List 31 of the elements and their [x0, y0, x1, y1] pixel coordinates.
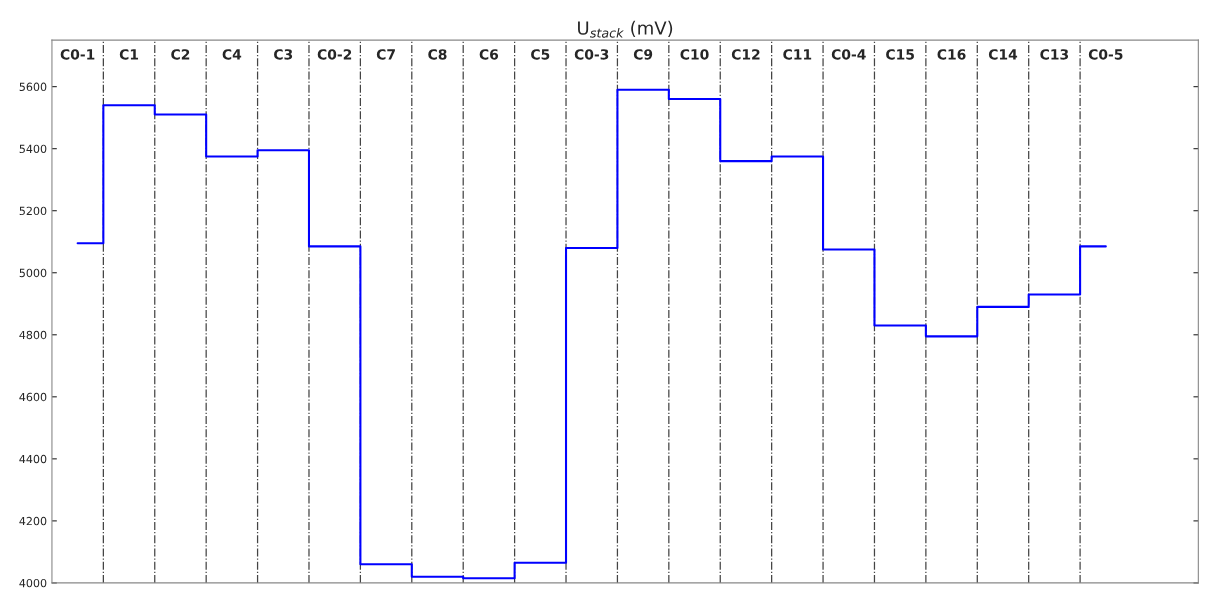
y-tick-label: 4800: [19, 330, 47, 340]
x-tick-label: C15: [886, 49, 914, 60]
x-tick-label: C4: [222, 49, 242, 60]
y-tick-label: 4000: [19, 578, 47, 588]
x-tick-label: C0-3: [574, 49, 609, 60]
x-tick-label: C11: [783, 49, 812, 60]
x-tick-label: C2: [171, 49, 190, 60]
y-tick-label: 5400: [19, 144, 47, 154]
x-tick-label: C12: [731, 49, 760, 60]
x-tick-label: C3: [274, 49, 293, 60]
x-tick-label: C0-4: [831, 49, 866, 60]
x-tick-label: C1: [119, 49, 139, 60]
x-tick-label: C0-5: [1088, 49, 1123, 60]
x-tick-label: C10: [680, 49, 709, 60]
x-tick-label: C8: [428, 49, 447, 60]
x-tick-label: C13: [1040, 49, 1069, 60]
x-tick-label: C9: [633, 49, 653, 60]
y-tick-label: 4400: [19, 454, 47, 464]
x-tick-label: C0-2: [317, 49, 352, 60]
x-tick-label: C0-1: [60, 49, 95, 60]
y-tick-label: 5600: [19, 82, 47, 92]
x-tick-label: C14: [988, 49, 1018, 60]
y-tick-label: 5000: [19, 268, 47, 278]
x-tick-label: C5: [531, 49, 550, 60]
chart-title: U$_{stack}$ (mV): [578, 20, 673, 38]
x-tick-label: C7: [376, 49, 395, 60]
x-tick-label: C16: [937, 49, 966, 60]
x-tick-label: C6: [479, 49, 499, 60]
y-tick-label: 4200: [19, 516, 47, 526]
y-tick-label: 4600: [19, 392, 47, 402]
y-tick-label: 5200: [19, 206, 47, 216]
